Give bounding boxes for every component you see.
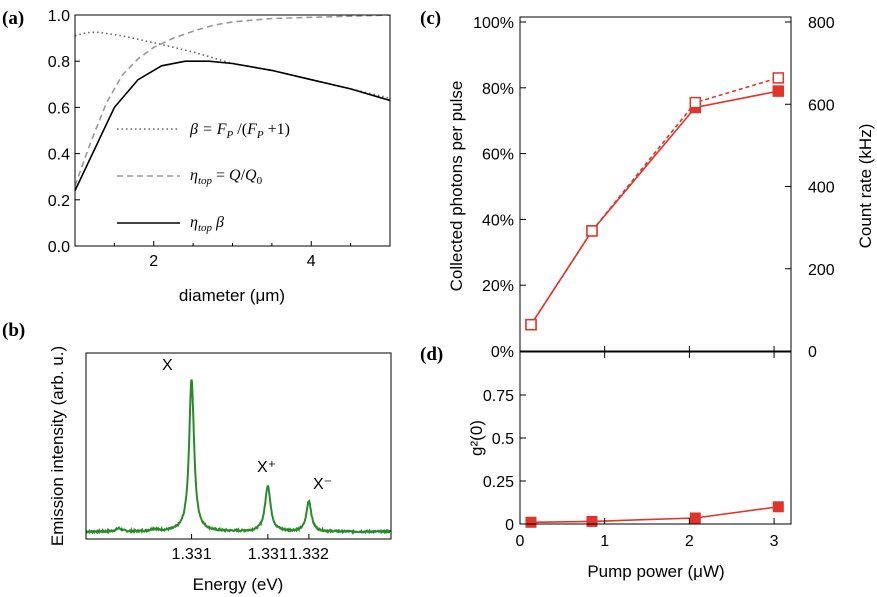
peak-label-x: X — [162, 357, 173, 374]
panel-d-ytick-label: 0.75 — [483, 388, 514, 405]
panel-a-letter: (a) — [2, 8, 24, 29]
panel-c-point — [586, 225, 598, 237]
panel-b-frame — [85, 352, 392, 540]
panel-d-xtick-label: 2 — [685, 533, 694, 550]
svg-text:β = FP /(FP +1): β = FP /(FP +1) — [189, 121, 290, 141]
panel-a-xtick-label: 2 — [149, 253, 158, 270]
panel-c-series-1 — [530, 77, 779, 326]
panel-d: (d) 0 1 2 3 0 0.25 0.5 0.75 Pump power (μW) g²(… — [420, 344, 792, 581]
panel-d-xlabel: Pump power (μW) — [587, 562, 724, 581]
svg-text:ηtop = Q/Q0: ηtop = Q/Q0 — [190, 167, 263, 187]
panel-c: (c) 0% 20% 40% 60% 80% 100% 0 200 400 600 800 Coll… — [420, 8, 875, 361]
panel-b: (b) 1.331 1.331 1.332 Energy (eV) Emission… — [2, 320, 392, 594]
panel-a-ytick-label: 0.8 — [48, 54, 70, 71]
panel-d-frame — [519, 351, 792, 525]
panel-d-ytick-label: 0 — [505, 517, 514, 534]
panel-c-series-0 — [530, 90, 779, 326]
panel-d-ytick-label: 0.25 — [483, 474, 514, 491]
panel-b-xtick-label: 1.332 — [289, 546, 329, 563]
panel-d-point — [586, 515, 598, 527]
panel-b-letter: (b) — [2, 320, 25, 341]
panel-a-xlabel: diameter (μm) — [179, 286, 285, 305]
panel-b-xtick-label: 1.331 — [172, 546, 212, 563]
panel-a-ytick-label: 0.0 — [48, 239, 70, 256]
panel-b-ylabel: Emission intensity (arb. u.) — [48, 346, 67, 546]
peak-label-x-plus: X⁺ — [257, 459, 276, 476]
panel-c-frame — [519, 16, 792, 352]
panel-c-point — [689, 96, 702, 109]
panel-a-series-2 — [75, 60, 390, 191]
panel-c-ylabel-right: Count rate (kHz) — [856, 124, 875, 249]
panel-c-ytick-label: 0% — [491, 344, 514, 361]
panel-c-ytick-label: 100% — [473, 15, 514, 32]
panel-d-point — [525, 516, 537, 528]
panel-c-ytick-label: 60% — [482, 147, 514, 164]
panel-b-xlabel: Energy (eV) — [193, 575, 284, 594]
panel-a-ytick-label: 1.0 — [48, 8, 70, 25]
panel-c-point — [772, 85, 785, 97]
panel-c-ytick-right-label: 800 — [808, 15, 835, 32]
panel-d-xtick-label: 3 — [770, 533, 779, 550]
panel-c-ytick-right-label: 200 — [808, 262, 835, 279]
panel-d-letter: (d) — [420, 344, 443, 365]
panel-a-legend: β = FP /(FP +1) ηtop = Q/Q0 ηtop β — [117, 121, 290, 234]
panel-a-ytick-label: 0.6 — [48, 100, 70, 117]
panel-b-spectrum — [86, 379, 391, 535]
panel-d-xtick-label: 0 — [516, 533, 525, 550]
panel-d-point — [772, 501, 784, 513]
panel-c-ytick-label: 20% — [482, 278, 514, 295]
panel-a-series-0 — [75, 31, 390, 99]
legend-eta-label: ηtop = Q/Q0 — [190, 167, 263, 187]
panel-a-ytick-label: 0.2 — [48, 193, 70, 210]
panel-c-ytick-label: 80% — [482, 81, 514, 98]
panel-d-xtick-label: 1 — [600, 533, 609, 550]
panel-b-xtick-label: 1.331 — [248, 546, 288, 563]
legend-beta-label: β = FP /(FP +1) — [189, 121, 290, 141]
legend-product-label: ηtop β — [190, 214, 224, 234]
panel-d-point — [689, 512, 701, 524]
panel-c-point — [525, 318, 537, 331]
panel-c-ytick-right-label: 400 — [808, 180, 835, 197]
panel-a-xtick-label: 4 — [307, 253, 316, 270]
panel-d-ylabel: g²(0) — [467, 420, 486, 456]
panel-a-series-1 — [75, 15, 390, 187]
panel-c-ytick-label: 40% — [482, 212, 514, 229]
peak-label-x-minus: X⁻ — [313, 476, 332, 493]
panel-d-series-0 — [530, 506, 779, 524]
svg-text:ηtop β: ηtop β — [190, 214, 224, 234]
panel-c-letter: (c) — [420, 8, 441, 29]
panel-a: (a) 2 4 0.0 0.2 0.4 0.6 0.8 1.0 diameter (μm) β… — [2, 8, 391, 305]
panel-c-ytick-right-label: 0 — [808, 344, 817, 361]
panel-d-ytick-label: 0.5 — [492, 431, 514, 448]
panel-c-ylabel: Collected photons per pulse — [447, 81, 466, 292]
panel-c-ytick-right-label: 600 — [808, 97, 835, 114]
panel-c-point — [772, 72, 785, 84]
panel-a-ytick-label: 0.4 — [48, 147, 70, 164]
